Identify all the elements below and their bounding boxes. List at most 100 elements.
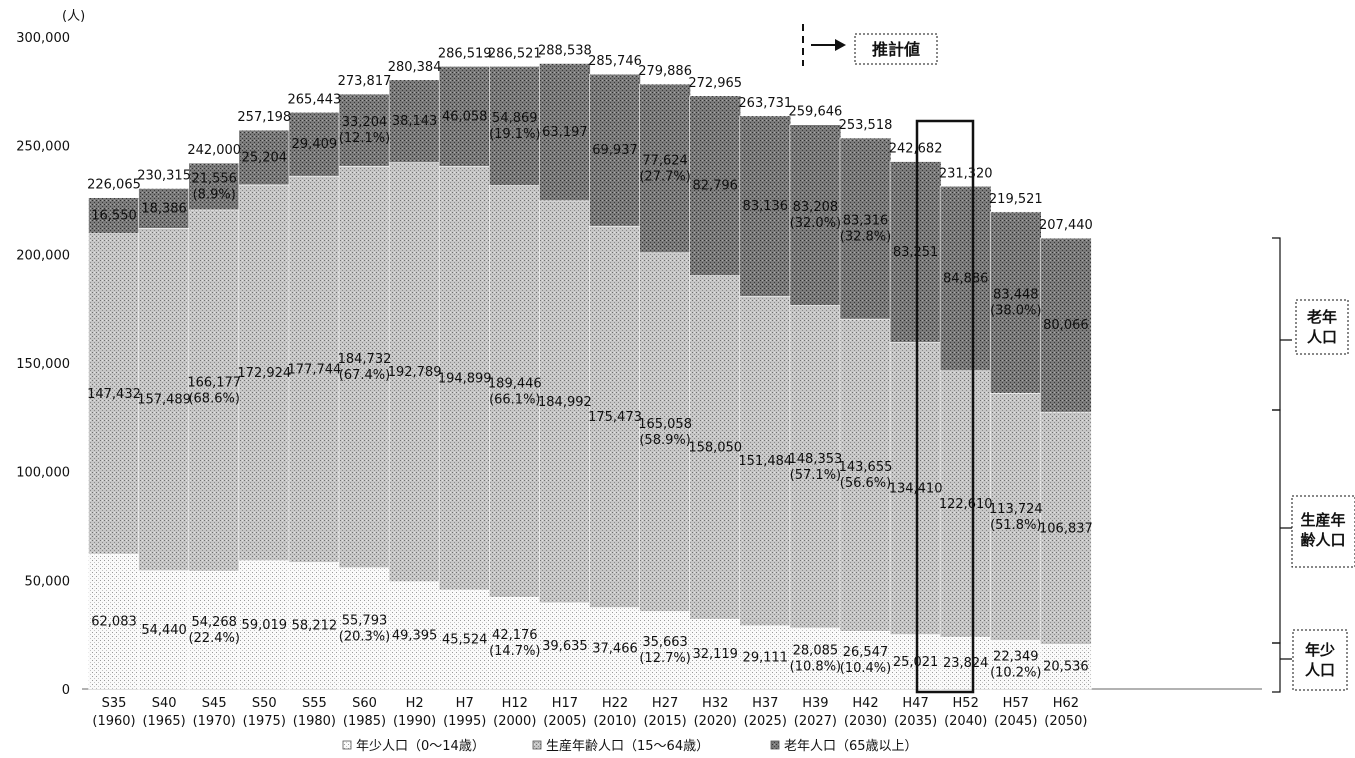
bar-segment-young <box>438 589 491 690</box>
legend-label-elderly: 老年人口（65歳以上） <box>784 739 918 754</box>
bar-segment-working <box>388 162 441 582</box>
value-label-young: 23,824 <box>943 656 989 671</box>
value-label-elderly: 83,316 (32.8%) <box>840 214 891 245</box>
bar-segment-elderly <box>338 93 391 167</box>
bracket-working <box>1272 409 1292 644</box>
side-label-young: 年少人口 <box>1305 641 1335 679</box>
side-box-young <box>1292 629 1348 691</box>
legend-swatch-elderly <box>770 740 780 750</box>
bar-segment-young <box>539 602 591 690</box>
x-tick-label: H2 (1990) <box>393 696 436 729</box>
x-tick-label: H7 (1995) <box>443 696 486 729</box>
value-label-elderly: 16,550 <box>91 209 137 224</box>
projection-box <box>854 33 938 65</box>
value-label-working: 184,732 (67.4%) <box>338 352 392 383</box>
value-label-young: 37,466 <box>592 641 638 656</box>
value-label-working: 151,484 <box>738 454 792 469</box>
bar-segment-young <box>939 636 992 690</box>
x-tick-label: H47 (2035) <box>894 696 937 729</box>
bar-segment-elderly <box>88 197 140 234</box>
bar-segment-elderly <box>238 129 291 186</box>
bar-segment-working <box>438 166 491 591</box>
value-label-young: 58,212 <box>292 619 338 634</box>
projection-label: 推計値 <box>872 40 920 59</box>
bar-stacks <box>88 63 1092 690</box>
value-label-working: 194,899 <box>438 371 492 386</box>
bar-segment-working <box>639 252 691 612</box>
value-label-young: 32,119 <box>692 647 738 662</box>
bar-segment-elderly <box>839 137 892 320</box>
value-label-young: 59,019 <box>242 618 288 633</box>
value-label-young: 25,021 <box>893 655 939 670</box>
x-tick-label: H57 (2045) <box>994 696 1037 729</box>
value-label-elderly: 83,136 <box>743 199 789 214</box>
y-tick-label: 250,000 <box>16 140 70 155</box>
value-label-young: 54,440 <box>141 623 187 638</box>
value-label-working: 157,489 <box>137 393 191 408</box>
total-label: 219,521 <box>989 192 1043 207</box>
bar-segment-young <box>138 570 190 690</box>
x-tick-label: S60 (1985) <box>343 696 386 729</box>
value-label-young: 22,349 (10.2%) <box>990 650 1041 681</box>
bar-segment-working <box>138 228 190 571</box>
x-tick-label: H39 (2027) <box>794 696 837 729</box>
bar-segment-young <box>639 611 691 690</box>
projection-arrow-icon <box>835 39 846 51</box>
value-label-elderly: 82,796 <box>692 179 738 194</box>
bar-segment-elderly <box>388 79 441 163</box>
value-label-working: 158,050 <box>688 440 742 455</box>
y-tick-label: 300,000 <box>16 31 70 46</box>
value-label-elderly: 77,624 (27.7%) <box>639 153 690 184</box>
bar-segment-young <box>188 570 240 690</box>
side-box-elderly <box>1295 299 1349 355</box>
total-label: 286,521 <box>488 46 542 61</box>
value-label-working: 165,058 (58.9%) <box>638 417 692 448</box>
value-label-elderly: 80,066 <box>1043 318 1089 333</box>
bar-segment-young <box>238 560 291 690</box>
bar-segment-elderly <box>889 161 942 343</box>
value-label-elderly: 54,869 (19.1%) <box>489 111 540 142</box>
value-label-working: 113,724 (51.8%) <box>989 502 1043 533</box>
total-label: 288,538 <box>538 43 592 58</box>
bracket-young <box>1272 642 1292 693</box>
projection-marker: 推計値 <box>802 24 938 66</box>
bar-segment-young <box>288 562 341 690</box>
value-label-working: 184,992 <box>538 395 592 410</box>
total-label: 242,682 <box>889 142 943 157</box>
value-label-young: 28,085 (10.8%) <box>790 643 841 674</box>
x-tick-label: H52 (2040) <box>944 696 987 729</box>
total-label: 273,817 <box>338 74 392 89</box>
legend-swatch-working <box>532 740 542 750</box>
value-label-elderly: 21,556 (8.9%) <box>191 171 237 202</box>
value-label-working: 192,789 <box>388 365 442 380</box>
value-label-working: 143,655 (56.6%) <box>839 460 893 491</box>
legend-label-young: 年少人口（0〜14歳） <box>356 739 485 754</box>
bar-segment-young <box>338 567 391 690</box>
x-tick-label: S35 (1960) <box>92 696 135 729</box>
value-label-elderly: 25,204 <box>242 151 288 166</box>
total-label: 226,065 <box>87 178 141 193</box>
total-label: 207,440 <box>1039 218 1093 233</box>
x-tick-label: H42 (2030) <box>844 696 887 729</box>
value-label-elderly: 84,886 <box>943 272 989 287</box>
x-tick-label: H32 (2020) <box>694 696 737 729</box>
x-tick-label: S55 (1980) <box>293 696 336 729</box>
value-label-young: 35,663 (12.7%) <box>639 635 690 666</box>
bar-segment-working <box>338 165 391 569</box>
bar-segment-elderly <box>939 185 992 372</box>
side-box-working <box>1291 495 1355 568</box>
bar-segment-elderly <box>589 73 641 227</box>
value-label-young: 45,524 <box>442 633 488 648</box>
value-label-working: 189,446 (66.1%) <box>488 376 542 407</box>
bar-segment-working <box>188 209 240 572</box>
total-label: 230,315 <box>137 168 191 183</box>
bar-segment-elderly <box>288 111 341 177</box>
value-label-elderly: 63,197 <box>542 125 588 140</box>
bar-segment-elderly <box>438 66 491 167</box>
bar-segment-working <box>839 318 892 632</box>
total-label: 285,746 <box>588 54 642 69</box>
value-label-elderly: 46,058 <box>442 109 488 124</box>
x-tick-label: S50 (1975) <box>243 696 286 729</box>
bar-segment-working <box>288 175 341 563</box>
